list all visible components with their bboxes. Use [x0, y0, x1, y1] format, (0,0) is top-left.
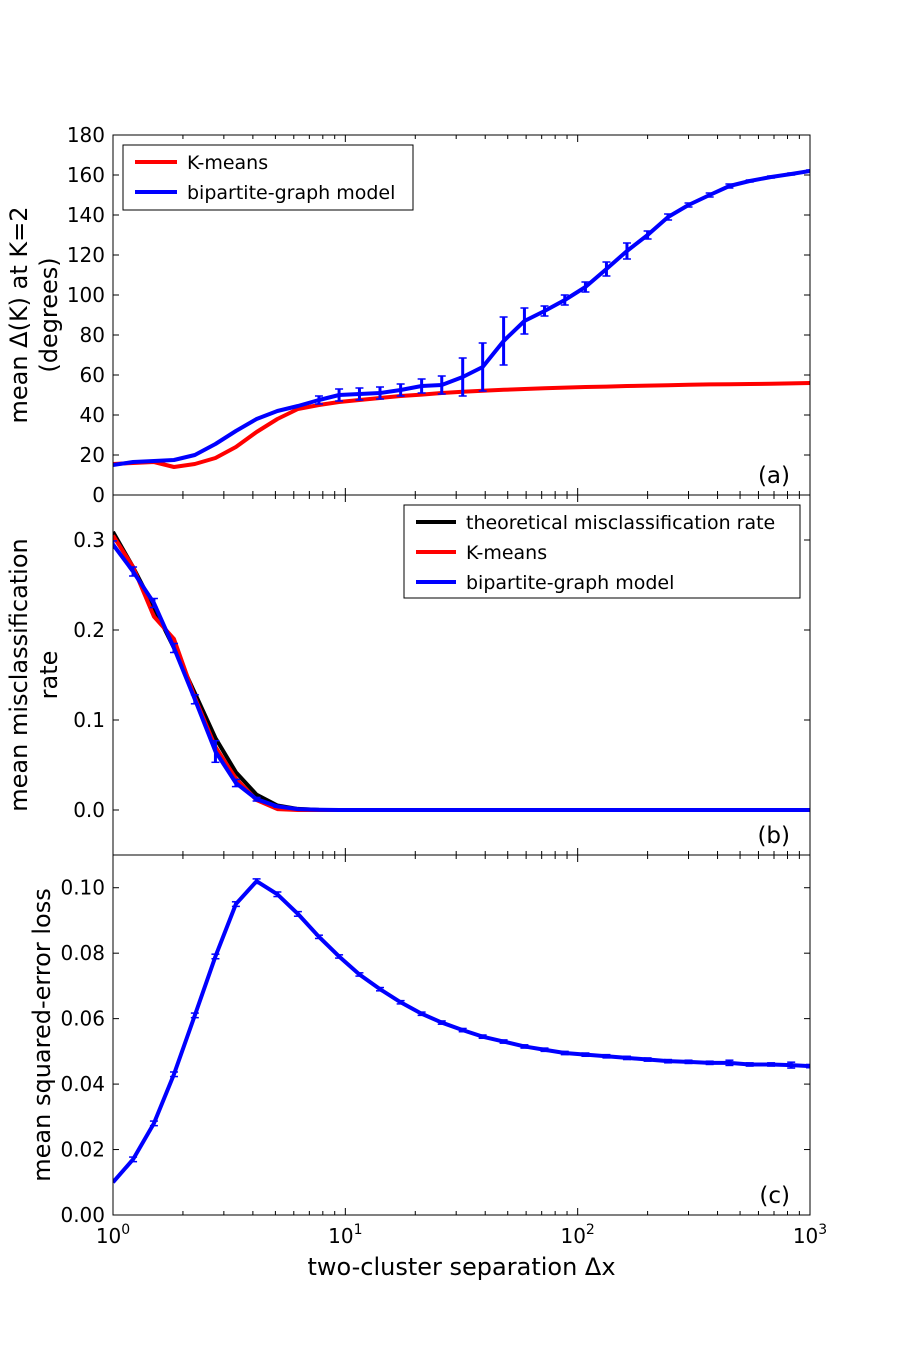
y-tick-label: 0.08: [60, 941, 105, 965]
x-axis-label: two-cluster separation Δx: [307, 1253, 615, 1281]
x-tick-label: 100: [96, 1222, 130, 1248]
y-tick-label: 0.02: [60, 1138, 105, 1162]
series-line-bipartite-graph-model: [113, 543, 810, 812]
y-tick-label: 0.00: [60, 1203, 105, 1227]
y-tick-label: 0.04: [60, 1072, 105, 1096]
y-tick-label: 80: [80, 323, 105, 347]
series-group: [113, 169, 810, 469]
y-tick-label: 180: [67, 123, 105, 147]
legend-box: [122, 144, 414, 211]
panel-c: 0.00 0.02 0.04 0.06 0.08 0.10 (c) mean squared-…: [28, 854, 827, 1281]
y-tick-label: 0.0: [73, 798, 105, 822]
panel-a: 0 20 40 60 80 100 120 140 160 180 (a) mean Δ(K) at …: [5, 123, 811, 507]
y-tick-label: 0.1: [73, 708, 105, 732]
series-group: [113, 878, 810, 1184]
x-tick-label: 102: [560, 1222, 594, 1248]
legend-entry: bipartite-graph model: [187, 182, 395, 204]
y-axis-label-line2: (degrees): [35, 257, 63, 372]
y-tick-label: 160: [67, 163, 105, 187]
y-tick-label: 100: [67, 283, 105, 307]
y-tick-label: 0.10: [60, 876, 105, 900]
y-tick-label: 140: [67, 203, 105, 227]
y-axis-label: mean Δ(K) at K=2: [5, 206, 33, 423]
legend-entry: theoretical misclassification rate: [466, 512, 775, 534]
y-tick-label: 40: [80, 403, 105, 427]
series-group: [113, 530, 810, 812]
axes-frame: [112, 854, 811, 1216]
legend-entry: K-means: [187, 152, 268, 174]
y-axis-label-line2: rate: [35, 651, 63, 700]
y-axis-label: mean misclassification: [5, 538, 33, 811]
x-tick-label: 103: [793, 1222, 827, 1248]
legend: theoretical misclassification rate K-mean…: [403, 504, 801, 599]
y-tick-label: 0: [92, 483, 105, 507]
y-tick-label: 0.3: [73, 528, 105, 552]
y-tick-label: 0.2: [73, 618, 105, 642]
legend: K-means bipartite-graph model: [122, 144, 414, 211]
legend-entry: bipartite-graph model: [466, 572, 674, 594]
panel-tag: (b): [757, 823, 790, 849]
panel-b: 0.0 0.1 0.2 0.3 (b) mean misclassification rat…: [5, 494, 811, 856]
panel-tag: (a): [758, 463, 790, 489]
series-line-bipartite-graph-model: [113, 169, 810, 467]
y-tick-label: 120: [67, 243, 105, 267]
y-tick-label: 0.06: [60, 1007, 105, 1031]
y-tick-label: 60: [80, 363, 105, 387]
x-tick-label: 101: [328, 1222, 362, 1248]
y-tick-label: 20: [80, 443, 105, 467]
legend-box: [403, 504, 801, 599]
legend-entry: K-means: [466, 542, 547, 564]
y-axis-label: mean squared-error loss: [28, 888, 56, 1181]
panel-tag: (c): [759, 1183, 790, 1209]
